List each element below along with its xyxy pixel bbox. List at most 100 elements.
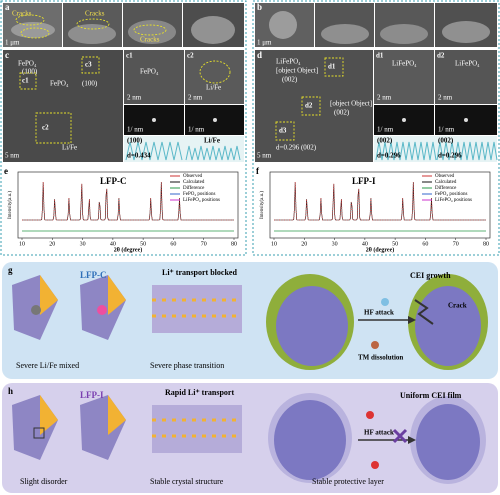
region-label: c2	[42, 124, 49, 132]
panel-label: e	[4, 166, 8, 176]
x-tick-label: 20	[49, 241, 55, 247]
x-tick-label: 60	[170, 241, 176, 247]
scheme-h-art	[12, 393, 486, 484]
phase-label: LiFePO₄	[455, 60, 480, 68]
x-axis-label: 2θ (degree)	[114, 246, 143, 253]
caption: TM dissolution	[358, 354, 403, 362]
plane-label: (002)	[334, 109, 350, 117]
crack-label: Cracks	[85, 10, 105, 18]
plane-label: (100)	[22, 68, 38, 76]
legend-label: LiFePO₄ positions	[183, 198, 220, 203]
region-label: d3	[279, 127, 287, 135]
pattern-observed	[22, 181, 234, 221]
right-frame	[252, 0, 500, 256]
scheme-g	[2, 262, 498, 379]
d-label: [object Object]	[330, 100, 372, 108]
caption: Li⁺ transport blocked	[162, 268, 237, 277]
legend-label: Observed	[435, 174, 455, 179]
sample-label: LFP-I	[80, 390, 104, 400]
scale-bar: 1 μm	[257, 39, 272, 47]
legend-label: Difference	[435, 186, 457, 191]
x-tick-label: 70	[201, 241, 207, 247]
scheme-g-art	[12, 274, 488, 370]
panel-label: b	[257, 2, 262, 12]
caption: Rapid Li⁺ transport	[165, 388, 234, 397]
caption: Uniform CEI film	[400, 391, 462, 400]
legend-label: Difference	[183, 186, 205, 191]
x-tick-label: 50	[392, 241, 398, 247]
legend-label: FePO₄ positions	[183, 192, 215, 197]
x-tick-label: 80	[231, 241, 237, 247]
caption: HF attack	[364, 309, 394, 317]
phase-label: FePO₄	[50, 80, 69, 88]
x-tick-label: 10	[271, 241, 277, 247]
x-tick-label: 50	[140, 241, 146, 247]
x-tick-label: 70	[453, 241, 459, 247]
fft-scale: 1/ nm	[438, 126, 455, 134]
caption: Severe Li/Fe mixed	[16, 361, 79, 370]
scale-bar: 5 nm	[257, 152, 272, 160]
legend-label: Calculated	[183, 180, 205, 185]
phase-label: LiFePO₄	[392, 60, 417, 68]
crack-label: Cracks	[12, 10, 32, 18]
scale-bar: 2 nm	[438, 94, 453, 102]
scale-bar: 1 μm	[5, 39, 20, 47]
panel-label: h	[8, 386, 13, 396]
scale-bar: 2 nm	[188, 94, 203, 102]
fft-scale: 1/ nm	[188, 126, 205, 134]
chart-title: LFP-I	[352, 176, 376, 186]
inset-label: c1	[126, 52, 133, 60]
chart-title: LFP-C	[100, 176, 127, 186]
d-label: d=0.296	[438, 152, 462, 160]
fft-scale: 1/ nm	[127, 126, 144, 134]
mixed-label: Li/Fe	[62, 144, 77, 152]
phase-label: Li/Fe	[206, 84, 221, 92]
x-tick-label: 80	[483, 241, 489, 247]
pattern-observed	[274, 181, 486, 221]
y-axis-label: Intensity(a.u.)	[8, 191, 13, 219]
x-tick-label: 30	[80, 241, 86, 247]
mixed-label: Li/Fe	[204, 137, 220, 145]
scale-bar: 2 nm	[127, 94, 142, 102]
x-tick-label: 10	[19, 241, 25, 247]
d-label: d=0.296	[377, 152, 401, 160]
left-frame	[0, 0, 247, 256]
caption: Stable crystal structure	[150, 477, 224, 486]
scale-bar: 5 nm	[5, 152, 20, 160]
legend-label: LiFePO₄ positions	[435, 198, 472, 203]
region-label: c3	[85, 61, 92, 69]
caption: Stable protective layer	[312, 477, 384, 486]
caption: CEI growth	[410, 271, 451, 280]
caption: HF attack	[364, 429, 394, 437]
d-label: [object Object]	[276, 67, 318, 75]
phase-label: FePO₄	[140, 68, 159, 76]
plot-frame	[269, 171, 491, 239]
hrtem-left	[3, 50, 244, 162]
x-tick-label: 20	[301, 241, 307, 247]
region-label: c1	[22, 77, 29, 85]
x-tick-label: 40	[110, 241, 116, 247]
plane-label: (002)	[377, 137, 393, 145]
plane-label: (100)	[127, 137, 143, 145]
legend-label: FePO₄ positions	[435, 192, 467, 197]
x-tick-label: 30	[332, 241, 338, 247]
legend-label: Observed	[183, 174, 203, 179]
plane-label: (002)	[282, 76, 298, 84]
d-label: d=0.296 (002)	[276, 144, 317, 152]
inset-label: c2	[187, 52, 194, 60]
plot-frame	[17, 171, 239, 239]
y-axis-label: Intensity(a.u.)	[260, 191, 265, 219]
sem-row	[3, 3, 497, 47]
plane-label: (100)	[82, 80, 98, 88]
legend-label: Calculated	[435, 180, 457, 185]
caption: Slight disorder	[20, 477, 68, 486]
caption: Severe phase transition	[150, 361, 224, 370]
panel-label: a	[5, 2, 10, 12]
hrtem-right	[255, 50, 498, 162]
sample-label: LFP-C	[80, 270, 107, 280]
phase-label: LiFePO₄	[276, 58, 301, 66]
plane-label: (002)	[438, 137, 454, 145]
x-axis-label: 2θ (degree)	[366, 246, 395, 253]
